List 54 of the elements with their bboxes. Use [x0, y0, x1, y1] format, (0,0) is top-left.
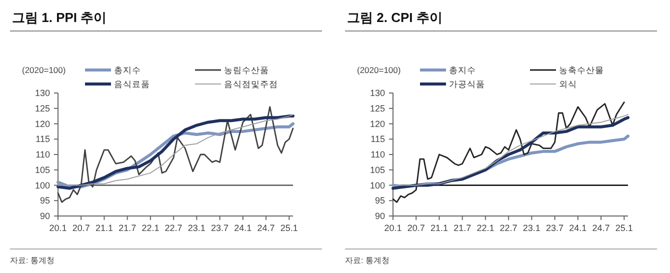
chart-title: 그림 1. PPI 추이	[12, 10, 107, 25]
y-tick-label: 125	[34, 103, 50, 114]
y-tick-label: 130	[34, 88, 50, 98]
legend-label: 음식료품	[114, 79, 150, 89]
x-tick-label: 22.1	[476, 223, 494, 233]
x-tick-label: 24.7	[592, 223, 610, 233]
x-tick-label: 24.1	[234, 223, 252, 233]
y-tick-label: 115	[36, 134, 50, 144]
y-tick-label: 95	[374, 196, 385, 206]
chart-title: 그림 2. CPI 추이	[347, 10, 442, 25]
x-tick-label: 25.1	[280, 223, 298, 233]
y-tick-label: 130	[370, 88, 385, 98]
x-tick-label: 22.1	[142, 223, 160, 233]
legend-label: 총지수	[449, 65, 476, 75]
x-tick-label: 22.7	[500, 223, 518, 233]
text: 자료: 통계청	[345, 256, 390, 265]
legend-label: 외식	[559, 79, 577, 89]
legend-label: 음식점및주점	[224, 79, 278, 89]
x-tick-label: 20.7	[407, 223, 425, 233]
y-tick-label: 110	[370, 150, 385, 160]
text: 자료: 통계청	[10, 256, 54, 265]
legend-label: 가공식품	[449, 79, 485, 89]
x-tick-label: 21.7	[454, 223, 472, 233]
x-tick-label: 21.1	[430, 223, 448, 233]
x-tick-label: 21.7	[118, 223, 136, 233]
legend-label: 농림수산품	[224, 65, 269, 75]
x-tick-label: 23.7	[211, 223, 229, 233]
y-tick-label: 115	[370, 134, 385, 144]
x-tick-label: 23.7	[546, 223, 564, 233]
x-tick-label: 24.1	[569, 223, 587, 233]
y-tick-label: 100	[34, 180, 50, 190]
x-tick-label: 24.7	[257, 223, 275, 233]
y-tick-label: 110	[36, 150, 50, 160]
x-tick-label: 20.1	[49, 223, 67, 233]
legend-label: 농축수산물	[559, 65, 604, 75]
legend-label: 총지수	[114, 65, 141, 75]
y-tick-label: 90	[40, 211, 50, 221]
x-tick-label: 22.7	[164, 223, 182, 233]
y-tick-label: 120	[34, 118, 50, 129]
y-tick-label: 125	[370, 103, 385, 114]
x-tick-label: 23.1	[188, 223, 206, 233]
x-tick-label: 20.1	[384, 223, 402, 233]
x-tick-label: 20.7	[72, 223, 90, 233]
y-tick-label: 90	[374, 211, 385, 221]
y-axis-title: (2020=100)	[357, 65, 401, 75]
y-tick-label: 120	[370, 118, 385, 129]
x-tick-label: 23.1	[522, 223, 540, 233]
y-tick-label: 105	[370, 164, 385, 175]
y-tick-label: 105	[34, 164, 50, 175]
y-axis-title: (2020=100)	[22, 65, 66, 75]
x-tick-label: 21.1	[95, 223, 113, 233]
y-tick-label: 95	[40, 196, 50, 206]
y-tick-label: 100	[370, 180, 385, 190]
x-tick-label: 25.1	[615, 223, 633, 233]
